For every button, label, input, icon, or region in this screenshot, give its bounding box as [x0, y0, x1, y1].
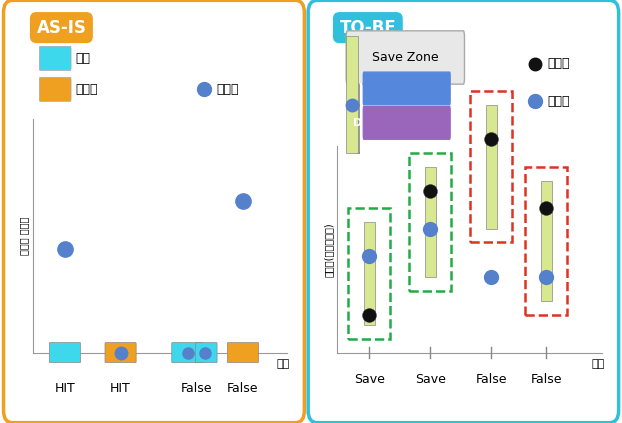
Text: False: False [181, 382, 213, 395]
FancyBboxPatch shape [49, 343, 80, 363]
Text: 시간: 시간 [277, 360, 290, 369]
FancyBboxPatch shape [39, 77, 71, 102]
Bar [348, 208, 391, 339]
Text: False: False [227, 382, 259, 395]
FancyBboxPatch shape [363, 107, 450, 139]
Bar [486, 105, 496, 229]
FancyBboxPatch shape [228, 343, 259, 363]
Text: 강우량 예측량: 강우량 예측량 [19, 217, 29, 255]
Text: HIT: HIT [55, 382, 75, 395]
Text: False: False [531, 373, 562, 386]
Text: Save: Save [354, 373, 385, 386]
FancyBboxPatch shape [363, 72, 450, 105]
FancyBboxPatch shape [4, 0, 304, 423]
Text: UP: +0.5mm/hr: UP: +0.5mm/hr [360, 83, 454, 93]
Text: Save: Save [415, 373, 445, 386]
FancyBboxPatch shape [39, 46, 71, 70]
FancyBboxPatch shape [195, 343, 217, 363]
Bar [470, 91, 512, 242]
Text: HIT: HIT [110, 382, 131, 395]
Text: AS-IS: AS-IS [37, 19, 86, 37]
Text: 예측값: 예측값 [547, 57, 570, 70]
Text: False: False [475, 373, 507, 386]
Text: 시간: 시간 [591, 360, 605, 369]
Text: 무강우: 무강우 [75, 83, 98, 96]
Bar [425, 167, 436, 277]
Bar [409, 153, 451, 291]
Text: TO-BE: TO-BE [340, 19, 396, 37]
Bar [346, 36, 358, 153]
Bar [541, 181, 552, 301]
FancyBboxPatch shape [346, 31, 465, 84]
Text: Down: -0.5mm/hr: Down: -0.5mm/hr [353, 118, 461, 128]
FancyBboxPatch shape [105, 343, 136, 363]
Bar [526, 167, 567, 315]
FancyBboxPatch shape [308, 0, 619, 423]
Text: 강우: 강우 [75, 52, 90, 65]
FancyBboxPatch shape [172, 343, 203, 363]
Text: Save Zone: Save Zone [372, 51, 439, 64]
Text: 예측량(리스케일링): 예측량(리스케일링) [324, 222, 334, 277]
Text: 관측값: 관측값 [216, 83, 239, 96]
Bar [364, 222, 375, 325]
Text: 관측값: 관측값 [547, 95, 570, 108]
